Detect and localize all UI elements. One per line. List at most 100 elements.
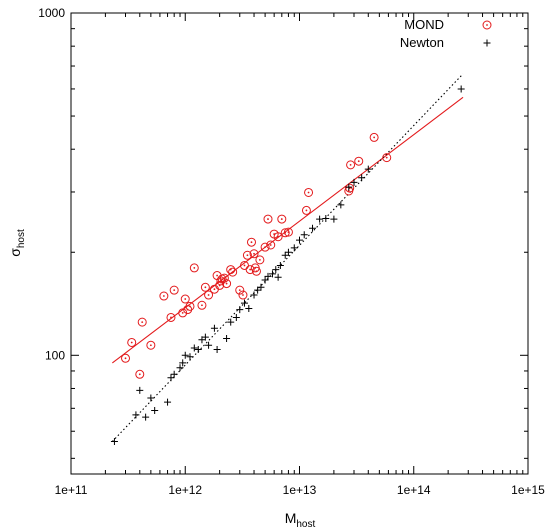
axis-ticks: 1e+11 1e+12 1e+13 1e+14 1e+15 100 1000 — [38, 6, 545, 497]
mond-point — [235, 285, 245, 295]
mond-point — [146, 340, 156, 350]
newton-point — [213, 345, 221, 353]
mond-point — [219, 273, 229, 283]
legend-mond-symbol — [482, 20, 492, 30]
newton-point — [232, 313, 240, 321]
mond-point — [159, 291, 169, 301]
mond-point — [169, 285, 179, 295]
x-tick-label: 1e+11 — [55, 483, 88, 497]
mond-point — [260, 242, 270, 252]
fit-lines — [111, 73, 464, 442]
newton-point — [274, 273, 282, 281]
mond-point — [197, 300, 207, 310]
newton-point — [272, 266, 280, 274]
newton-fit-line — [111, 73, 464, 442]
newton-point — [110, 437, 118, 445]
newton-point — [457, 85, 465, 93]
newton-point — [227, 318, 235, 326]
mond-point — [242, 250, 252, 260]
newton-point — [254, 286, 262, 294]
mond-point — [228, 267, 238, 277]
newton-point — [136, 386, 144, 394]
newton-point — [322, 214, 330, 222]
mond-point — [246, 237, 256, 247]
newton-point — [330, 215, 338, 223]
newton-point — [316, 215, 324, 223]
newton-point — [281, 251, 289, 259]
legend-marker-newton — [483, 39, 491, 47]
mond-point — [189, 263, 199, 273]
x-tick-label: 1e+14 — [397, 483, 431, 497]
newton-point — [276, 261, 284, 269]
mond-point — [121, 353, 131, 363]
mond-point — [382, 153, 392, 163]
newton-point — [176, 364, 184, 372]
mond-point — [137, 317, 147, 327]
x-axis-label: Mhost — [285, 510, 316, 530]
y-axis-label: σhost — [7, 229, 27, 257]
mond-point — [166, 312, 176, 322]
newton-point — [201, 333, 209, 341]
newton-point — [151, 406, 159, 414]
newton-point — [245, 304, 253, 312]
newton-point — [284, 248, 292, 256]
mond-point — [222, 279, 232, 289]
newton-point — [132, 411, 140, 419]
mond-point — [301, 205, 311, 215]
newton-point — [337, 201, 345, 209]
legend-label-mond: MOND — [404, 17, 444, 32]
newton-point — [142, 413, 150, 421]
x-tick-label: 1e+15 — [511, 483, 545, 497]
legend: MOND Newton — [400, 17, 492, 50]
newton-point — [290, 244, 298, 252]
mond-point — [204, 290, 214, 300]
newton-point — [268, 270, 276, 278]
newton-point — [296, 236, 303, 244]
newton-point — [250, 291, 258, 299]
newton-point — [240, 299, 248, 307]
mond-point — [304, 187, 314, 197]
mond-point — [249, 249, 259, 259]
newton-point — [358, 174, 366, 182]
newton-point — [350, 178, 358, 186]
newton-point — [190, 344, 198, 352]
y-tick-label: 1000 — [38, 6, 65, 20]
newton-point — [186, 353, 194, 361]
newton-point — [167, 374, 175, 382]
x-tick-label: 1e+12 — [168, 483, 202, 497]
mond-point — [369, 132, 379, 142]
newton-point — [257, 283, 265, 291]
newton-point — [364, 165, 372, 173]
newton-point — [264, 272, 272, 280]
mond-point — [283, 227, 293, 237]
newton-point — [205, 341, 213, 349]
mond-fit-line — [111, 96, 464, 364]
mond-point — [178, 308, 188, 318]
legend-label-newton: Newton — [400, 35, 444, 50]
y-tick-label: 100 — [45, 348, 65, 362]
mond-point — [135, 369, 145, 379]
mond-point — [263, 214, 273, 224]
newton-point — [170, 370, 178, 378]
newton-point — [223, 334, 231, 342]
mond-point — [200, 282, 210, 292]
newton-point — [210, 324, 218, 332]
data-points — [110, 85, 465, 445]
newton-point — [179, 359, 187, 367]
mond-point — [273, 232, 283, 242]
newton-point — [164, 398, 172, 406]
newton-point — [194, 345, 202, 353]
mond-point — [127, 337, 137, 347]
mond-point — [266, 240, 276, 250]
mond-point — [185, 301, 195, 311]
mond-point — [345, 183, 355, 193]
newton-point — [181, 351, 189, 359]
newton-point — [236, 306, 244, 314]
mond-point — [245, 265, 255, 275]
legend-newton-symbol — [483, 39, 491, 47]
mond-point — [251, 266, 261, 276]
mond-point — [346, 160, 356, 170]
x-tick-label: 1e+13 — [283, 483, 317, 497]
newton-point — [300, 231, 308, 239]
